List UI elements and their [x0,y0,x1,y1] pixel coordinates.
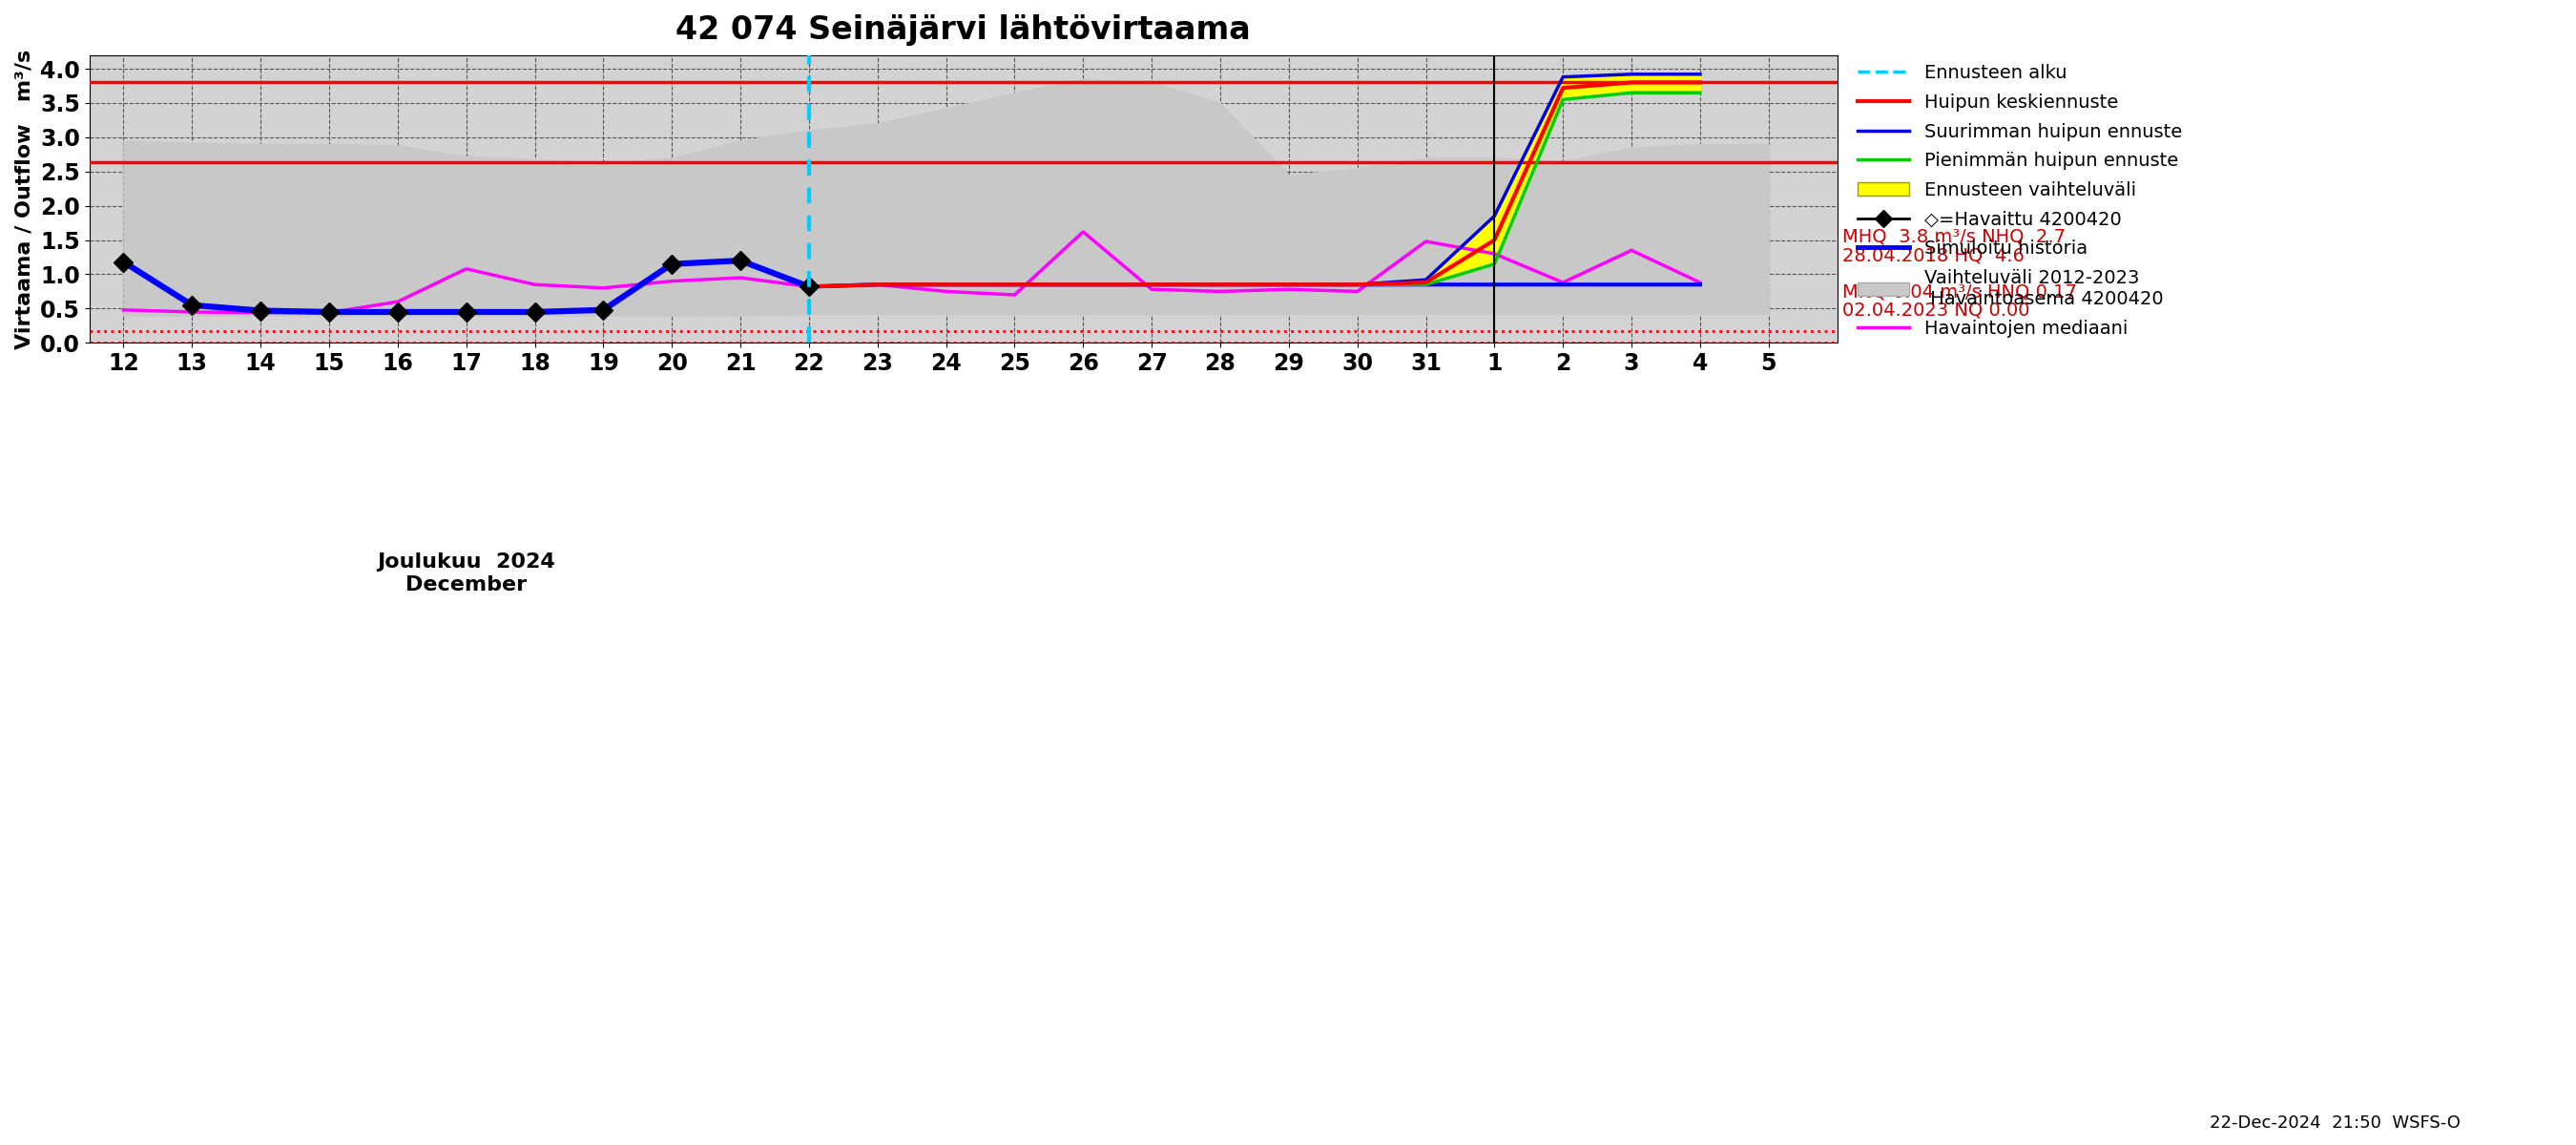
Text: 22-Dec-2024  21:50  WSFS-O: 22-Dec-2024 21:50 WSFS-O [2210,1114,2460,1131]
Text: MHQ  3.8 m³/s NHQ  2.7: MHQ 3.8 m³/s NHQ 2.7 [1842,228,2066,246]
Text: Joulukuu  2024
December: Joulukuu 2024 December [376,553,556,594]
Text: 28.04.2018 HQ  4.6: 28.04.2018 HQ 4.6 [1842,246,2025,264]
Y-axis label: Virtaama / Outflow   m³/s: Virtaama / Outflow m³/s [15,49,33,349]
Title: 42 074 Seinäjärvi lähtövirtaama: 42 074 Seinäjärvi lähtövirtaama [675,14,1252,46]
Legend: Ennusteen alku, Huipun keskiennuste, Suurimman huipun ennuste, Pienimmän huipun : Ennusteen alku, Huipun keskiennuste, Suu… [1852,58,2187,342]
Text: 02.04.2023 NQ 0.00: 02.04.2023 NQ 0.00 [1842,301,2030,319]
Text: MNQ 0.04 m³/s HNQ 0.17: MNQ 0.04 m³/s HNQ 0.17 [1842,283,2076,301]
